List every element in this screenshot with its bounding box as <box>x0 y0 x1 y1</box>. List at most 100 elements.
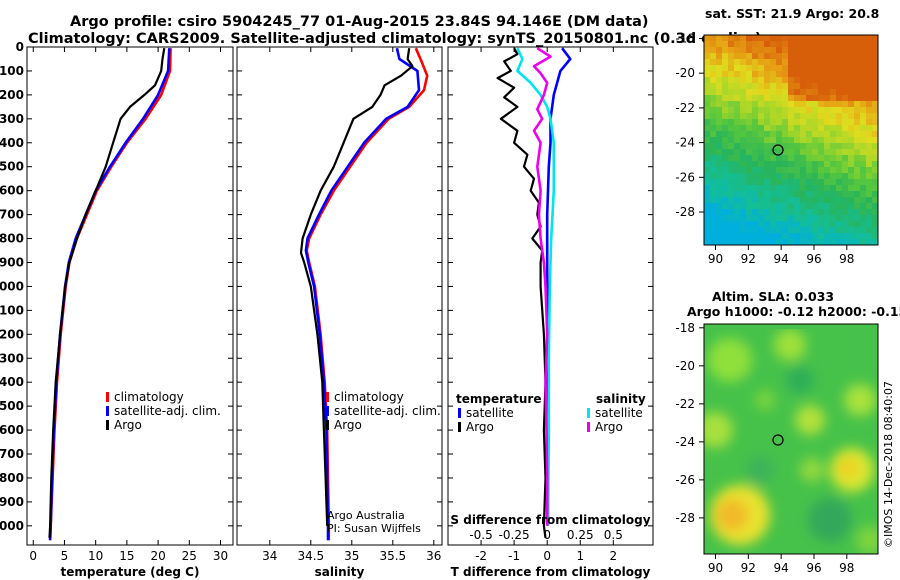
s-tick-label: 0 <box>543 528 551 542</box>
sst-cell <box>830 113 836 119</box>
sst-cell <box>842 143 848 149</box>
sst-cell <box>740 197 746 203</box>
sst-cell <box>776 167 782 173</box>
sst-cell <box>812 113 818 119</box>
map-x-tick-label: 98 <box>839 252 854 266</box>
sst-cell <box>848 35 854 41</box>
sst-cell <box>788 125 794 131</box>
map-y-tick-label: -22 <box>675 397 695 411</box>
sst-cell <box>842 239 848 245</box>
sst-cell <box>842 107 848 113</box>
sst-cell <box>830 209 836 215</box>
sst-cell <box>710 41 716 47</box>
x-tick-label: -1 <box>508 549 520 563</box>
sst-cell <box>746 227 752 233</box>
y-tick-label: 1900 <box>0 495 24 509</box>
ssh-map-title-line1: Altim. SLA: 0.033 <box>712 289 834 304</box>
sst-cell <box>776 155 782 161</box>
sst-cell <box>818 215 824 221</box>
sst-cell <box>764 233 770 239</box>
sst-cell <box>752 167 758 173</box>
sst-cell <box>782 83 788 89</box>
sst-cell <box>800 125 806 131</box>
sst-cell <box>824 131 830 137</box>
sst-cell <box>854 227 860 233</box>
sst-cell <box>782 209 788 215</box>
sst-cell <box>830 215 836 221</box>
sst-cell <box>782 113 788 119</box>
sst-cell <box>764 107 770 113</box>
x-axis-label: T difference from climatology <box>451 565 651 579</box>
sst-cell <box>872 149 878 155</box>
sst-cell <box>836 101 842 107</box>
sst-cell <box>872 233 878 239</box>
sst-cell <box>734 41 740 47</box>
sst-cell <box>764 89 770 95</box>
sst-cell <box>776 41 782 47</box>
sst-cell <box>710 101 716 107</box>
sst-cell <box>752 215 758 221</box>
sst-cell <box>842 149 848 155</box>
y-tick-label: 300 <box>0 112 24 126</box>
sst-cell <box>728 185 734 191</box>
sst-cell <box>764 35 770 41</box>
sst-cell <box>788 161 794 167</box>
sst-cell <box>746 95 752 101</box>
sst-cell <box>710 221 716 227</box>
sst-cell <box>800 143 806 149</box>
sst-cell <box>866 155 872 161</box>
sst-cell <box>860 167 866 173</box>
sst-cell <box>704 89 710 95</box>
sst-cell <box>812 173 818 179</box>
sst-cell <box>848 137 854 143</box>
sst-cell <box>824 161 830 167</box>
sst-cell <box>800 95 806 101</box>
sst-cell <box>854 143 860 149</box>
sst-cell <box>812 143 818 149</box>
y-tick-label: 0 <box>16 40 24 54</box>
y-tick-label: 1600 <box>0 423 24 437</box>
sst-cell <box>794 95 800 101</box>
x-tick-label: 5 <box>61 549 69 563</box>
sst-cell <box>734 173 740 179</box>
sst-cell <box>734 227 740 233</box>
sst-cell <box>812 41 818 47</box>
sst-cell <box>758 41 764 47</box>
sst-cell <box>770 119 776 125</box>
sst-cell <box>794 185 800 191</box>
sst-cell <box>812 107 818 113</box>
map-x-tick-label: 92 <box>741 561 756 575</box>
map-y-tick-label: -28 <box>675 205 695 219</box>
sst-cell <box>752 71 758 77</box>
sst-cell <box>716 131 722 137</box>
sst-cell <box>776 233 782 239</box>
sst-cell <box>752 65 758 71</box>
sst-cell <box>728 83 734 89</box>
x-tick-label: 1 <box>576 549 584 563</box>
sst-cell <box>710 215 716 221</box>
sst-cell <box>770 167 776 173</box>
sst-cell <box>764 53 770 59</box>
sst-cell <box>710 83 716 89</box>
sst-cell <box>746 101 752 107</box>
sst-cell <box>854 95 860 101</box>
sst-cell <box>794 89 800 95</box>
sst-cell <box>836 137 842 143</box>
sst-cell <box>824 77 830 83</box>
sst-cell <box>830 53 836 59</box>
sst-map <box>704 35 878 245</box>
sst-cell <box>722 107 728 113</box>
sst-cell <box>860 89 866 95</box>
sst-cell <box>812 197 818 203</box>
sst-cell <box>830 155 836 161</box>
sst-cell <box>866 119 872 125</box>
sst-cell <box>704 197 710 203</box>
sst-cell <box>710 95 716 101</box>
sst-cell <box>866 197 872 203</box>
sst-cell <box>848 95 854 101</box>
sst-cell <box>704 167 710 173</box>
sst-cell <box>824 227 830 233</box>
sst-cell <box>818 161 824 167</box>
sst-cell <box>776 137 782 143</box>
sst-cell <box>782 161 788 167</box>
